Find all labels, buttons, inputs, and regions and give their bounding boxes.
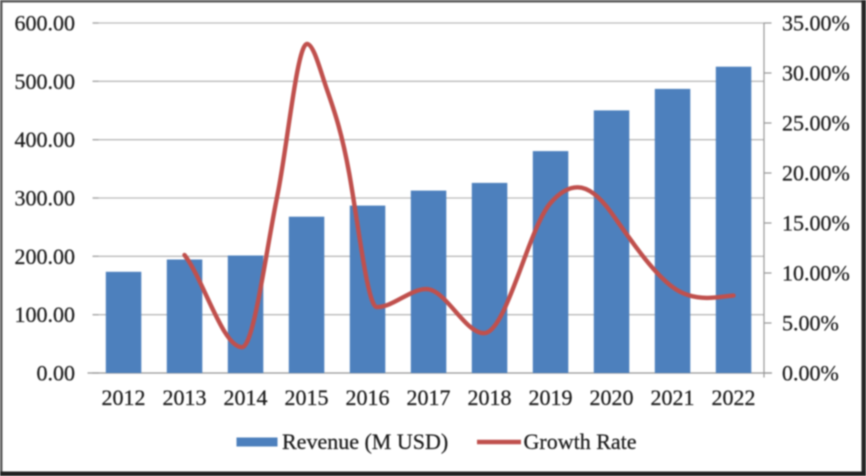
svg-text:0.00: 0.00: [37, 361, 76, 386]
svg-text:Revenue (M USD): Revenue (M USD): [282, 429, 448, 454]
svg-text:0.00%: 0.00%: [782, 361, 839, 386]
svg-text:10.00%: 10.00%: [782, 261, 850, 286]
svg-text:25.00%: 25.00%: [782, 111, 850, 136]
svg-text:600.00: 600.00: [15, 11, 76, 36]
svg-text:35.00%: 35.00%: [782, 11, 850, 36]
svg-text:2020: 2020: [590, 385, 634, 410]
svg-text:2019: 2019: [529, 385, 573, 410]
svg-text:30.00%: 30.00%: [782, 61, 850, 86]
svg-text:2022: 2022: [712, 385, 756, 410]
svg-text:400.00: 400.00: [15, 127, 76, 152]
svg-text:2014: 2014: [224, 385, 268, 410]
svg-text:2015: 2015: [285, 385, 329, 410]
svg-text:300.00: 300.00: [15, 186, 76, 211]
svg-text:2017: 2017: [407, 385, 451, 410]
svg-text:2016: 2016: [346, 385, 390, 410]
svg-text:20.00%: 20.00%: [782, 161, 850, 186]
svg-text:100.00: 100.00: [15, 302, 76, 327]
svg-text:5.00%: 5.00%: [782, 311, 839, 336]
svg-text:Growth Rate: Growth Rate: [524, 429, 637, 454]
svg-text:2012: 2012: [102, 385, 146, 410]
svg-text:2013: 2013: [163, 385, 207, 410]
svg-text:15.00%: 15.00%: [782, 211, 850, 236]
svg-text:2018: 2018: [468, 385, 512, 410]
svg-text:2021: 2021: [651, 385, 695, 410]
svg-text:200.00: 200.00: [15, 244, 76, 269]
svg-text:500.00: 500.00: [15, 69, 76, 94]
